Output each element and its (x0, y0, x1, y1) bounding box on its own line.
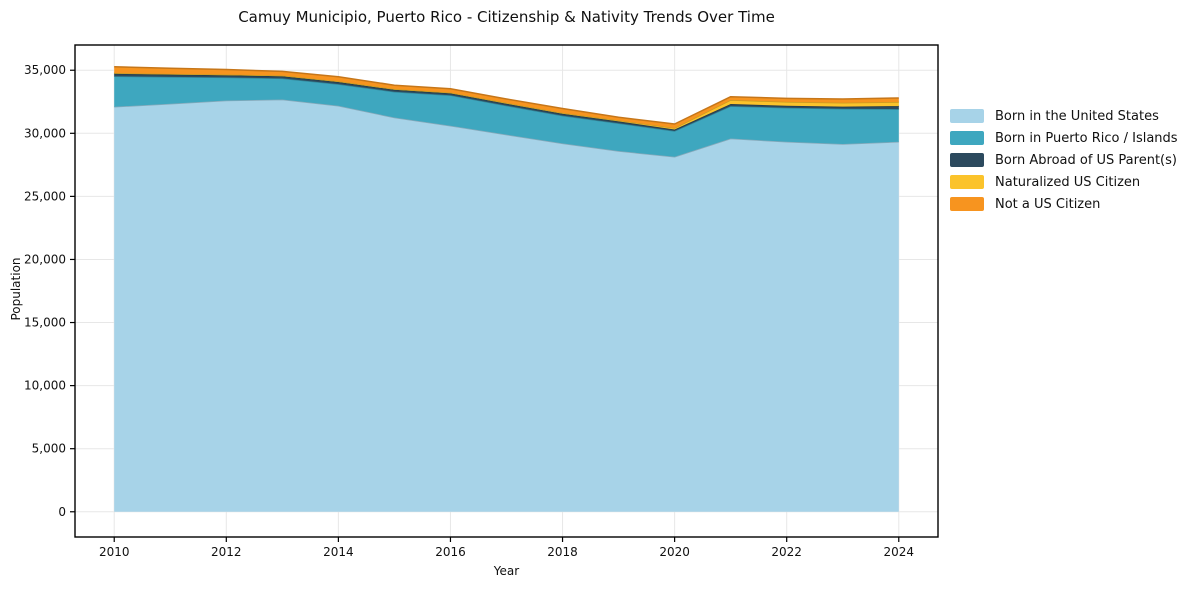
x-axis-label: Year (493, 564, 520, 578)
svg-text:15,000: 15,000 (24, 316, 66, 330)
svg-text:2012: 2012 (211, 545, 242, 559)
svg-text:2016: 2016 (435, 545, 466, 559)
svg-text:2020: 2020 (659, 545, 690, 559)
svg-text:0: 0 (58, 505, 66, 519)
legend-label: Born Abroad of US Parent(s) (995, 152, 1177, 168)
legend-swatch-born-pr-icon (950, 131, 984, 145)
chart-title: Camuy Municipio, Puerto Rico - Citizensh… (238, 8, 775, 26)
svg-text:5,000: 5,000 (32, 442, 66, 456)
svg-text:35,000: 35,000 (24, 63, 66, 77)
svg-text:2024: 2024 (883, 545, 914, 559)
legend-label: Naturalized US Citizen (995, 174, 1141, 190)
svg-text:2010: 2010 (99, 545, 130, 559)
legend-swatch-not-citizen-icon (950, 197, 984, 211)
legend-item: Born in the United States (950, 105, 1178, 127)
legend-label: Not a US Citizen (995, 196, 1101, 212)
legend-swatch-naturalized-icon (950, 175, 984, 189)
svg-text:2014: 2014 (323, 545, 354, 559)
svg-text:2022: 2022 (771, 545, 802, 559)
svg-text:2018: 2018 (547, 545, 578, 559)
legend-item: Born in Puerto Rico / Islands (950, 127, 1178, 149)
legend-label: Born in Puerto Rico / Islands (995, 130, 1178, 146)
legend-item: Not a US Citizen (950, 193, 1178, 215)
legend-swatch-born-us-icon (950, 109, 984, 123)
svg-text:10,000: 10,000 (24, 379, 66, 393)
svg-text:25,000: 25,000 (24, 189, 66, 203)
legend: Born in the United States Born in Puerto… (950, 105, 1178, 215)
svg-text:20,000: 20,000 (24, 252, 66, 266)
legend-swatch-born-abroad-icon (950, 153, 984, 167)
legend-item: Born Abroad of US Parent(s) (950, 149, 1178, 171)
legend-item: Naturalized US Citizen (950, 171, 1178, 193)
legend-label: Born in the United States (995, 108, 1159, 124)
svg-text:30,000: 30,000 (24, 126, 66, 140)
